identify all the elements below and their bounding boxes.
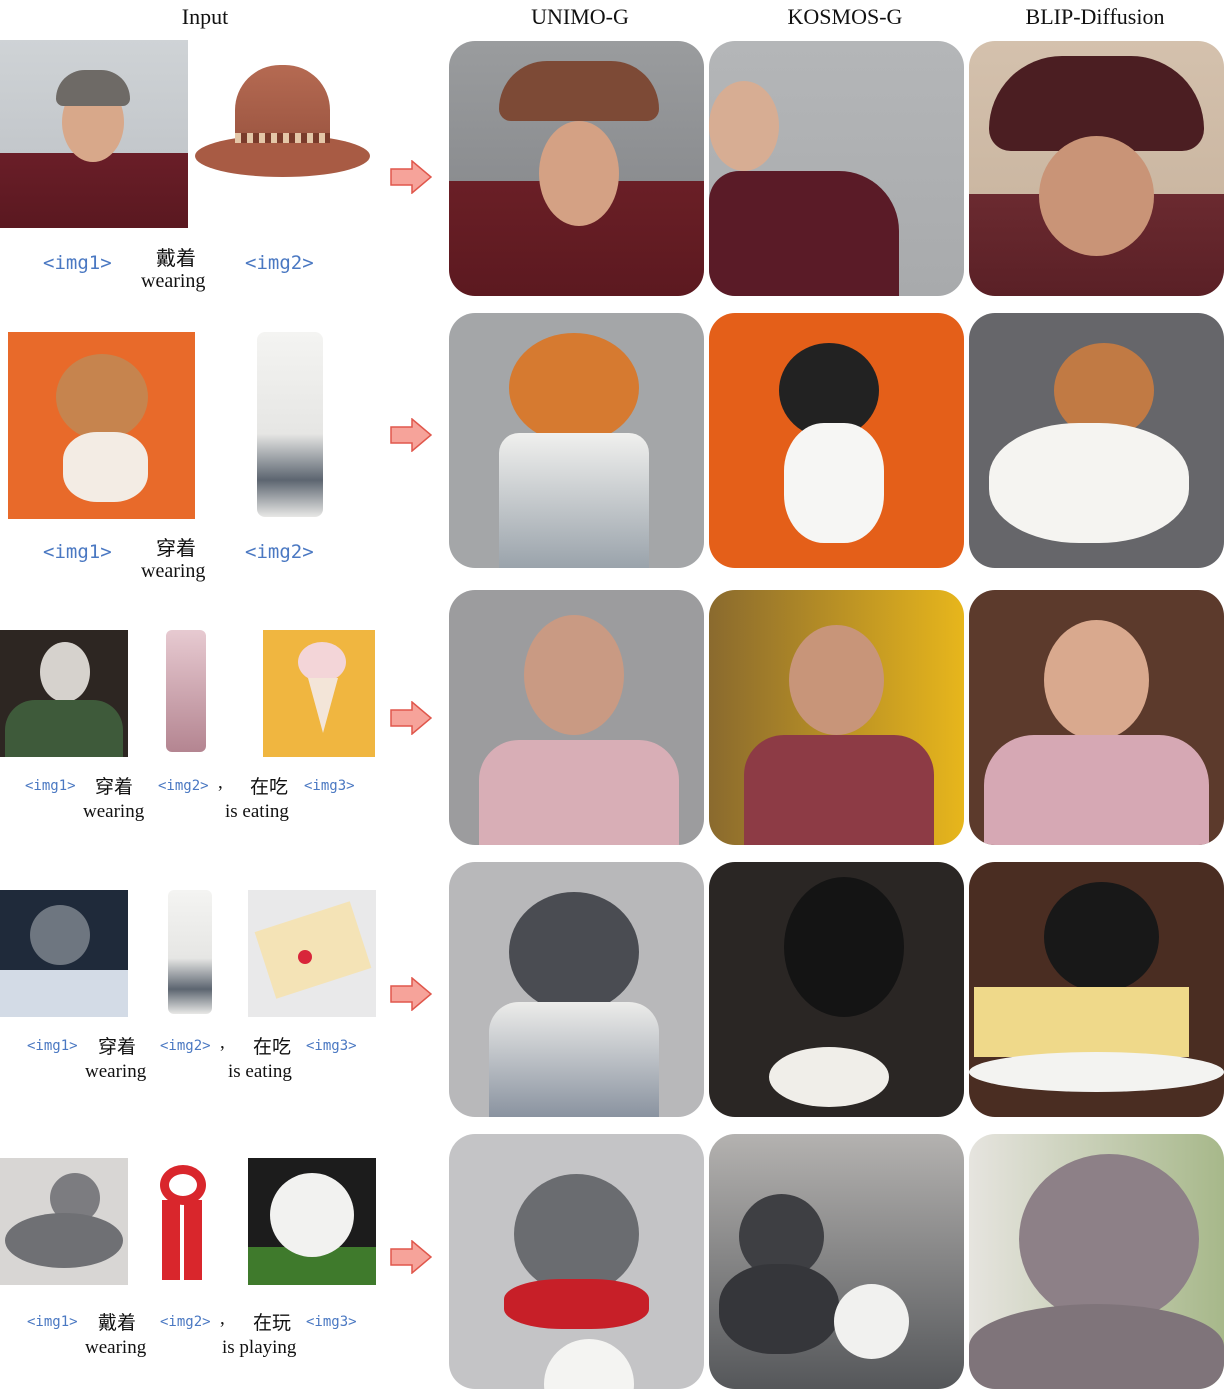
input-robe-photo [245, 332, 335, 519]
input-robe-photo [160, 890, 220, 1017]
header-input: Input [181, 4, 229, 29]
kosmos-g-output [709, 41, 964, 296]
tag-img3: <img3> [306, 1038, 357, 1054]
tag-img2: <img2> [160, 1314, 211, 1330]
verb-en: wearing [141, 270, 206, 292]
header-kosmos-g: KOSMOS-G [787, 4, 903, 29]
tag-img1: <img1> [27, 1314, 78, 1330]
kosmos-g-output [709, 313, 964, 568]
input-corgi-photo [8, 332, 195, 519]
tag-img3: <img3> [304, 778, 355, 794]
tag-img1: <img1> [43, 541, 112, 563]
verb2-zh: 在吃 [250, 776, 289, 798]
header-unimo-g: UNIMO-G [531, 4, 629, 29]
tag-img1: <img1> [25, 778, 76, 794]
unimo-g-output [449, 1134, 704, 1389]
blip-diffusion-output [969, 1134, 1224, 1389]
verb2-en: is eating [225, 801, 289, 822]
blip-diffusion-output [969, 313, 1224, 568]
arrow-right-icon [390, 160, 432, 194]
verb2-en: is playing [222, 1337, 297, 1358]
unimo-g-output [449, 590, 704, 845]
unimo-g-output [449, 41, 704, 296]
kosmos-g-output [709, 1134, 964, 1389]
unimo-g-output [449, 862, 704, 1117]
input-hat-photo [190, 55, 375, 205]
arrow-right-icon [390, 977, 432, 1011]
blip-diffusion-output [969, 41, 1224, 296]
tag-img2: <img2> [158, 778, 209, 794]
tag-img2: <img2> [245, 541, 314, 563]
tag-img2: <img2> [160, 1038, 211, 1054]
input-pink-robe-photo [160, 630, 212, 757]
input-soccer-ball-photo [248, 1158, 376, 1285]
verb-en: wearing [83, 801, 145, 822]
verb-en: wearing [141, 560, 206, 582]
header-blip-diffusion: BLIP-Diffusion [1025, 4, 1165, 29]
verb-zh: 戴着 [98, 1312, 137, 1334]
verb2-zh: 在吃 [253, 1036, 292, 1058]
verb-zh: 穿着 [95, 776, 134, 798]
verb-zh: 穿着 [156, 536, 196, 560]
comma: , [220, 1032, 225, 1053]
blip-diffusion-output [969, 862, 1224, 1117]
arrow-right-icon [390, 418, 432, 452]
tag-img1: <img1> [27, 1038, 78, 1054]
input-einstein-photo [0, 630, 128, 757]
input-border-collie-photo [0, 890, 128, 1017]
verb-en: wearing [85, 1337, 147, 1358]
input-cake-photo [248, 890, 376, 1017]
tag-img2: <img2> [245, 252, 314, 274]
comma: , [218, 772, 223, 793]
kosmos-g-output [709, 862, 964, 1117]
input-man-photo [0, 40, 188, 228]
arrow-right-icon [390, 701, 432, 735]
input-red-scarf-photo [148, 1160, 220, 1285]
arrow-right-icon [390, 1240, 432, 1274]
verb2-en: is eating [228, 1061, 292, 1082]
unimo-g-output [449, 313, 704, 568]
kosmos-g-output [709, 590, 964, 845]
verb-en: wearing [85, 1061, 147, 1082]
input-ice-cream-photo [263, 630, 375, 757]
tag-img1: <img1> [43, 252, 112, 274]
verb-zh: 戴着 [156, 246, 196, 270]
verb-zh: 穿着 [98, 1036, 137, 1058]
input-gray-cat-photo [0, 1158, 128, 1285]
comma: , [220, 1308, 225, 1329]
tag-img3: <img3> [306, 1314, 357, 1330]
blip-diffusion-output [969, 590, 1224, 845]
verb2-zh: 在玩 [253, 1312, 292, 1334]
